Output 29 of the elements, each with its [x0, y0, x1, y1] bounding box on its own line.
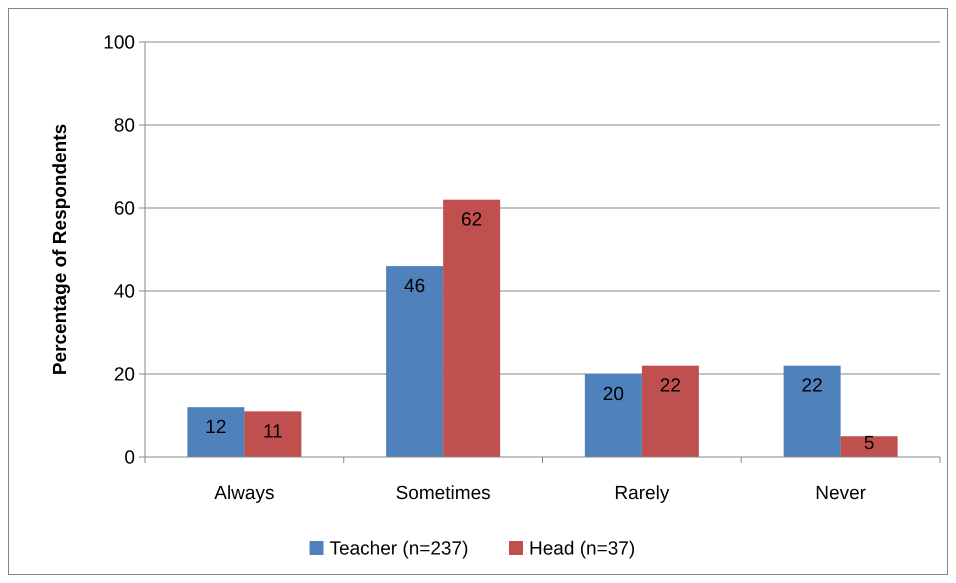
bar — [187, 407, 244, 457]
legend-label: Teacher (n=237) — [330, 538, 468, 560]
data-label: 46 — [404, 276, 426, 298]
y-tick-label: 20 — [114, 364, 135, 386]
x-tick-label: Never — [815, 483, 867, 504]
x-tick-label: Always — [214, 483, 274, 504]
y-tick-label: 60 — [114, 198, 135, 220]
y-tick-label: 40 — [114, 282, 135, 303]
bar — [840, 436, 898, 457]
legend-label: Head (n=37) — [529, 538, 636, 560]
data-label: 11 — [263, 421, 283, 442]
x-tick-label: Sometimes — [396, 483, 491, 504]
bar — [244, 411, 302, 457]
bar — [784, 366, 841, 457]
data-label: 20 — [602, 384, 624, 405]
bar — [642, 366, 699, 457]
bar — [386, 266, 444, 457]
data-label: 5 — [864, 433, 874, 454]
y-tick-label: 0 — [124, 448, 135, 469]
x-tick-label: Rarely — [614, 483, 670, 504]
data-label: 12 — [205, 417, 226, 438]
y-tick-label: 100 — [103, 32, 135, 54]
data-label: 62 — [461, 210, 482, 231]
bar — [443, 200, 500, 457]
y-axis-title: Percentage of Respondents — [50, 124, 71, 376]
y-tick-label: 80 — [114, 116, 135, 137]
data-label: 22 — [660, 376, 681, 397]
bar — [584, 374, 642, 457]
data-label: 22 — [802, 376, 823, 397]
